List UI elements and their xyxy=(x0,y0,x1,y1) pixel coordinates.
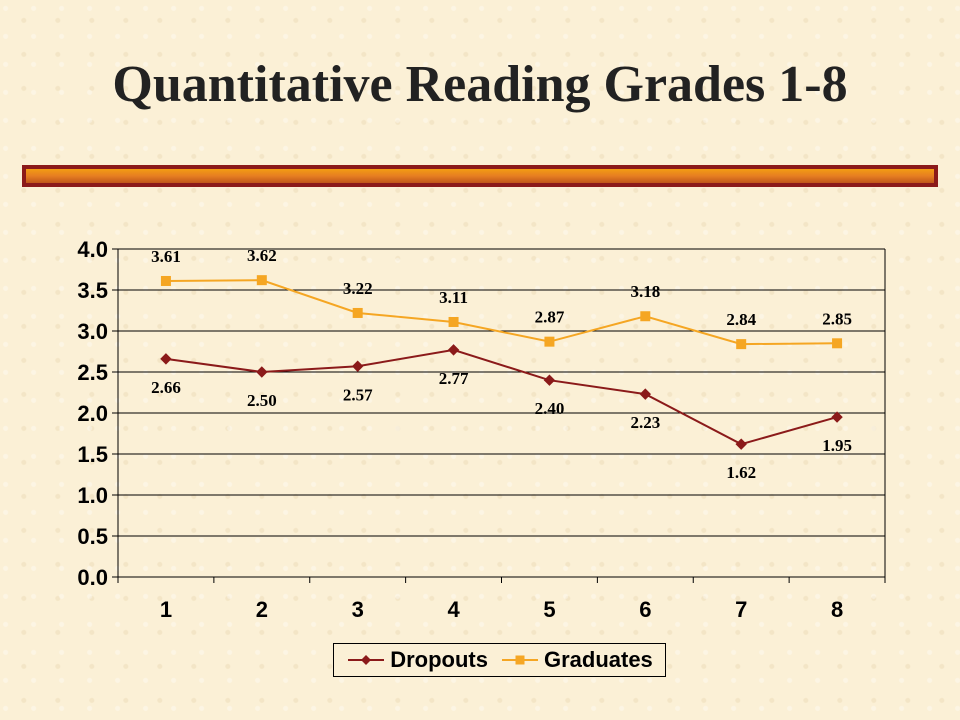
x-tick-label: 7 xyxy=(735,597,747,622)
data-label-graduates: 2.84 xyxy=(726,310,756,329)
data-label-graduates: 2.87 xyxy=(535,308,565,327)
x-tick-label: 4 xyxy=(447,597,460,622)
data-label-dropouts: 1.62 xyxy=(726,463,756,482)
data-label-dropouts: 2.77 xyxy=(439,369,469,388)
x-tick-label: 5 xyxy=(543,597,555,622)
y-tick-label: 0.0 xyxy=(77,565,108,590)
data-label-dropouts: 1.95 xyxy=(822,436,852,455)
data-label-dropouts: 2.57 xyxy=(343,385,373,404)
x-tick-label: 8 xyxy=(831,597,843,622)
data-label-dropouts: 2.50 xyxy=(247,391,277,410)
data-point-graduates xyxy=(448,316,459,327)
data-label-dropouts: 2.40 xyxy=(535,399,565,418)
data-point-dropouts xyxy=(447,344,460,356)
x-tick-label: 2 xyxy=(256,597,268,622)
data-point-graduates xyxy=(544,336,555,347)
legend-item-dropouts: Dropouts xyxy=(346,647,488,673)
data-point-dropouts xyxy=(160,353,172,365)
data-point-graduates xyxy=(640,311,651,322)
y-tick-label: 1.0 xyxy=(77,483,108,508)
chart-tick-labels: 0.0 0.5 1.0 1.5 2.0 2.5 3.0 3.5 4.0 1 2 3 4 5 6 7 8 xyxy=(77,237,843,622)
data-label-graduates: 3.61 xyxy=(151,247,181,266)
y-tick-label: 3.0 xyxy=(77,319,108,344)
y-tick-label: 2.5 xyxy=(77,360,108,385)
graduates-square-marker-icon xyxy=(501,655,538,665)
data-label-graduates: 3.18 xyxy=(630,282,660,301)
data-point-graduates xyxy=(832,338,843,349)
chart-axes xyxy=(112,248,886,583)
x-tick-label: 3 xyxy=(352,597,364,622)
y-tick-label: 2.0 xyxy=(77,401,108,426)
y-tick-label: 1.5 xyxy=(77,442,108,467)
data-point-dropouts xyxy=(735,438,747,450)
data-label-graduates: 3.11 xyxy=(439,288,468,307)
y-tick-label: 3.5 xyxy=(77,278,108,303)
data-point-graduates xyxy=(736,339,747,350)
data-label-graduates: 3.62 xyxy=(247,246,277,265)
dropouts-diamond-marker-icon xyxy=(348,655,385,665)
data-point-dropouts xyxy=(543,374,556,386)
data-point-graduates xyxy=(352,307,363,318)
data-point-graduates xyxy=(160,275,171,286)
title-divider-bar xyxy=(22,165,938,187)
chart-legend: Dropouts Graduates xyxy=(333,643,666,677)
y-tick-label: 4.0 xyxy=(77,237,108,262)
chart-gridlines xyxy=(118,248,885,537)
data-point-dropouts xyxy=(831,411,843,423)
legend-label-graduates: Graduates xyxy=(543,647,653,672)
data-label-graduates: 2.85 xyxy=(822,309,852,328)
data-label-dropouts: 2.23 xyxy=(630,413,660,432)
data-label-graduates: 3.22 xyxy=(343,279,373,298)
legend-item-graduates: Graduates xyxy=(500,647,653,673)
series-line-dropouts xyxy=(165,348,838,446)
data-point-dropouts xyxy=(639,388,652,400)
y-tick-label: 0.5 xyxy=(77,524,108,549)
x-tick-label: 6 xyxy=(639,597,651,622)
data-point-dropouts xyxy=(351,360,364,372)
series-line-graduates xyxy=(165,279,838,346)
data-point-dropouts xyxy=(256,366,268,378)
chart-series xyxy=(160,275,843,450)
data-point-graduates xyxy=(256,275,267,286)
data-label-dropouts: 2.66 xyxy=(151,378,181,397)
x-tick-label: 1 xyxy=(160,597,172,622)
legend-label-dropouts: Dropouts xyxy=(390,647,488,672)
slide-title: Quantitative Reading Grades 1-8 xyxy=(112,56,848,113)
chart-data-labels: 2.66 2.50 2.57 2.77 2.40 2.23 1.62 1.95 3.61 3.62… xyxy=(151,246,852,482)
